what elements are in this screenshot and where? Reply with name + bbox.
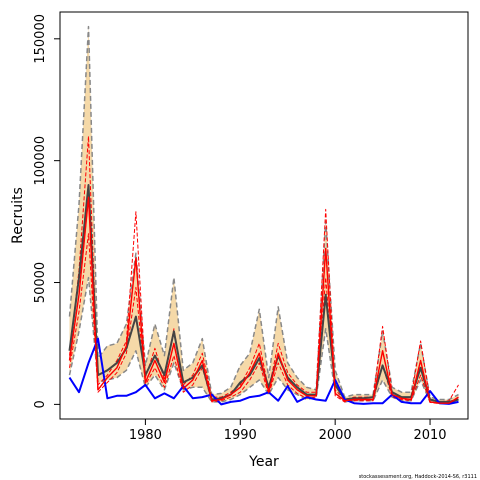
y-tick-label: 100000 xyxy=(33,136,48,186)
x-tick-label: 2010 xyxy=(413,428,446,443)
y-axis-label: Recruits xyxy=(10,187,26,244)
y-axis: 0 50000 100000 150000 xyxy=(33,14,60,409)
y-tick-label: 0 xyxy=(33,400,48,408)
x-axis: 1980 1990 2000 2010 xyxy=(129,419,447,443)
x-tick-label: 1980 xyxy=(129,428,162,443)
series-upper-line xyxy=(68,25,459,401)
credit-text: stockassessment.org, Haddock-2014-S6, r3… xyxy=(359,474,477,480)
x-tick-label: 1990 xyxy=(224,428,257,443)
series-retro-low-line xyxy=(69,233,459,405)
series-lines xyxy=(68,25,459,406)
plot-frame xyxy=(59,11,469,420)
y-tick-label: 50000 xyxy=(33,262,48,303)
x-axis-label: Year xyxy=(248,454,279,470)
x-tick-label: 2000 xyxy=(319,428,352,443)
series-estimate-line xyxy=(68,196,459,404)
y-tick-label: 150000 xyxy=(33,14,48,64)
